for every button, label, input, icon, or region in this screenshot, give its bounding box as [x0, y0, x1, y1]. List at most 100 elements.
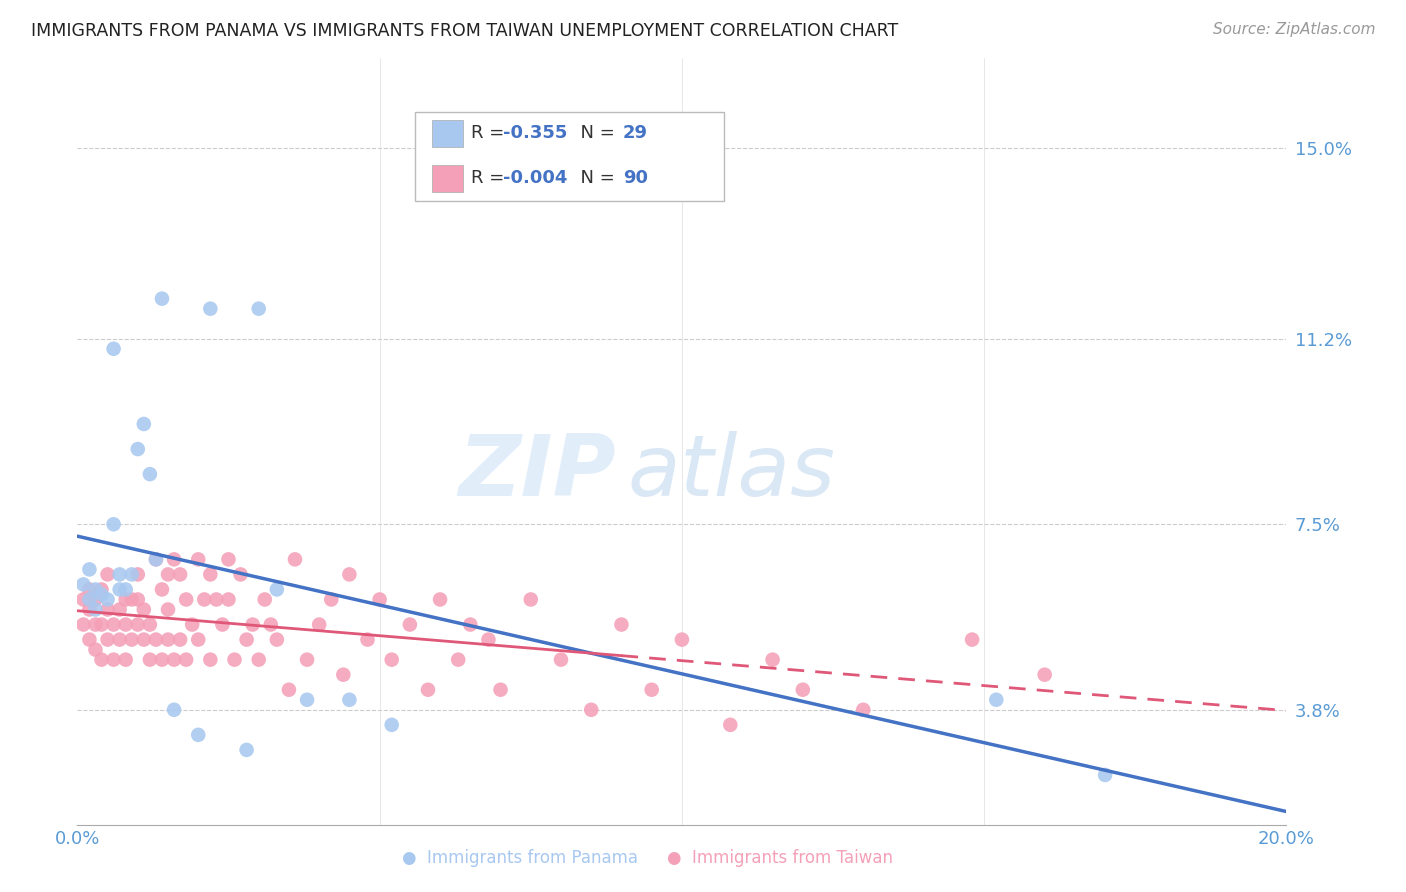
Point	[229, 567, 252, 582]
Text: ZIP: ZIP	[458, 431, 616, 514]
Point	[96, 632, 118, 647]
Point	[218, 592, 240, 607]
Point	[72, 577, 94, 591]
Point	[114, 617, 136, 632]
Point	[218, 552, 240, 566]
Point	[127, 617, 149, 632]
Text: R =: R =	[471, 169, 510, 186]
Point	[150, 292, 173, 306]
Point	[79, 582, 101, 597]
Point	[90, 617, 112, 632]
Point	[235, 743, 257, 757]
Text: N =: N =	[569, 124, 621, 142]
Point	[477, 632, 499, 647]
Point	[139, 617, 162, 632]
Text: ●  Immigrants from Taiwan: ● Immigrants from Taiwan	[668, 849, 893, 867]
Point	[429, 592, 451, 607]
Text: atlas: atlas	[627, 431, 835, 514]
Point	[200, 301, 222, 316]
Point	[84, 592, 107, 607]
Point	[145, 632, 167, 647]
Point	[127, 592, 149, 607]
Point	[381, 718, 404, 732]
Point	[79, 592, 101, 607]
Point	[150, 653, 173, 667]
Point	[193, 592, 215, 607]
Point	[356, 632, 378, 647]
Point	[187, 552, 209, 566]
Text: -0.355: -0.355	[503, 124, 568, 142]
Point	[381, 653, 404, 667]
Point	[550, 653, 572, 667]
Point	[337, 567, 360, 582]
Point	[114, 592, 136, 607]
Point	[641, 682, 664, 697]
Point	[278, 682, 301, 697]
Point	[121, 632, 143, 647]
Point	[235, 632, 257, 647]
Point	[84, 602, 107, 616]
Point	[295, 692, 318, 706]
Point	[1094, 768, 1116, 782]
Point	[174, 592, 197, 607]
Point	[132, 417, 155, 431]
Point	[200, 567, 222, 582]
Point	[181, 617, 204, 632]
Point	[792, 682, 814, 697]
Text: 29: 29	[623, 124, 648, 142]
Point	[157, 567, 180, 582]
Point	[458, 617, 481, 632]
Point	[308, 617, 330, 632]
Point	[163, 703, 186, 717]
Point	[260, 617, 283, 632]
Point	[121, 592, 143, 607]
Point	[96, 592, 118, 607]
Point	[84, 642, 107, 657]
Point	[332, 667, 354, 681]
Point	[960, 632, 983, 647]
Point	[399, 617, 422, 632]
Point	[127, 567, 149, 582]
Point	[224, 653, 246, 667]
Text: R =: R =	[471, 124, 510, 142]
Point	[169, 632, 191, 647]
Point	[200, 653, 222, 667]
Text: N =: N =	[569, 169, 621, 186]
Point	[187, 728, 209, 742]
Point	[986, 692, 1008, 706]
Text: 90: 90	[623, 169, 648, 186]
Point	[132, 602, 155, 616]
Text: IMMIGRANTS FROM PANAMA VS IMMIGRANTS FROM TAIWAN UNEMPLOYMENT CORRELATION CHART: IMMIGRANTS FROM PANAMA VS IMMIGRANTS FRO…	[31, 22, 898, 40]
Point	[79, 632, 101, 647]
Point	[72, 617, 94, 632]
Point	[447, 653, 470, 667]
Point	[139, 467, 162, 482]
Point	[145, 552, 167, 566]
Point	[416, 682, 439, 697]
Point	[174, 653, 197, 667]
Point	[321, 592, 343, 607]
Text: ●  Immigrants from Panama: ● Immigrants from Panama	[402, 849, 638, 867]
Point	[84, 582, 107, 597]
Point	[489, 682, 512, 697]
Point	[581, 703, 603, 717]
Point	[132, 632, 155, 647]
Point	[108, 602, 131, 616]
Text: Source: ZipAtlas.com: Source: ZipAtlas.com	[1212, 22, 1375, 37]
Point	[121, 567, 143, 582]
Point	[103, 342, 125, 356]
Point	[266, 632, 288, 647]
Text: -0.004: -0.004	[503, 169, 568, 186]
Point	[157, 602, 180, 616]
Point	[671, 632, 693, 647]
Point	[150, 582, 173, 597]
Point	[187, 632, 209, 647]
Point	[852, 703, 875, 717]
Point	[157, 632, 180, 647]
Point	[96, 602, 118, 616]
Point	[108, 582, 131, 597]
Point	[108, 632, 131, 647]
Point	[253, 592, 276, 607]
Point	[169, 567, 191, 582]
Point	[114, 653, 136, 667]
